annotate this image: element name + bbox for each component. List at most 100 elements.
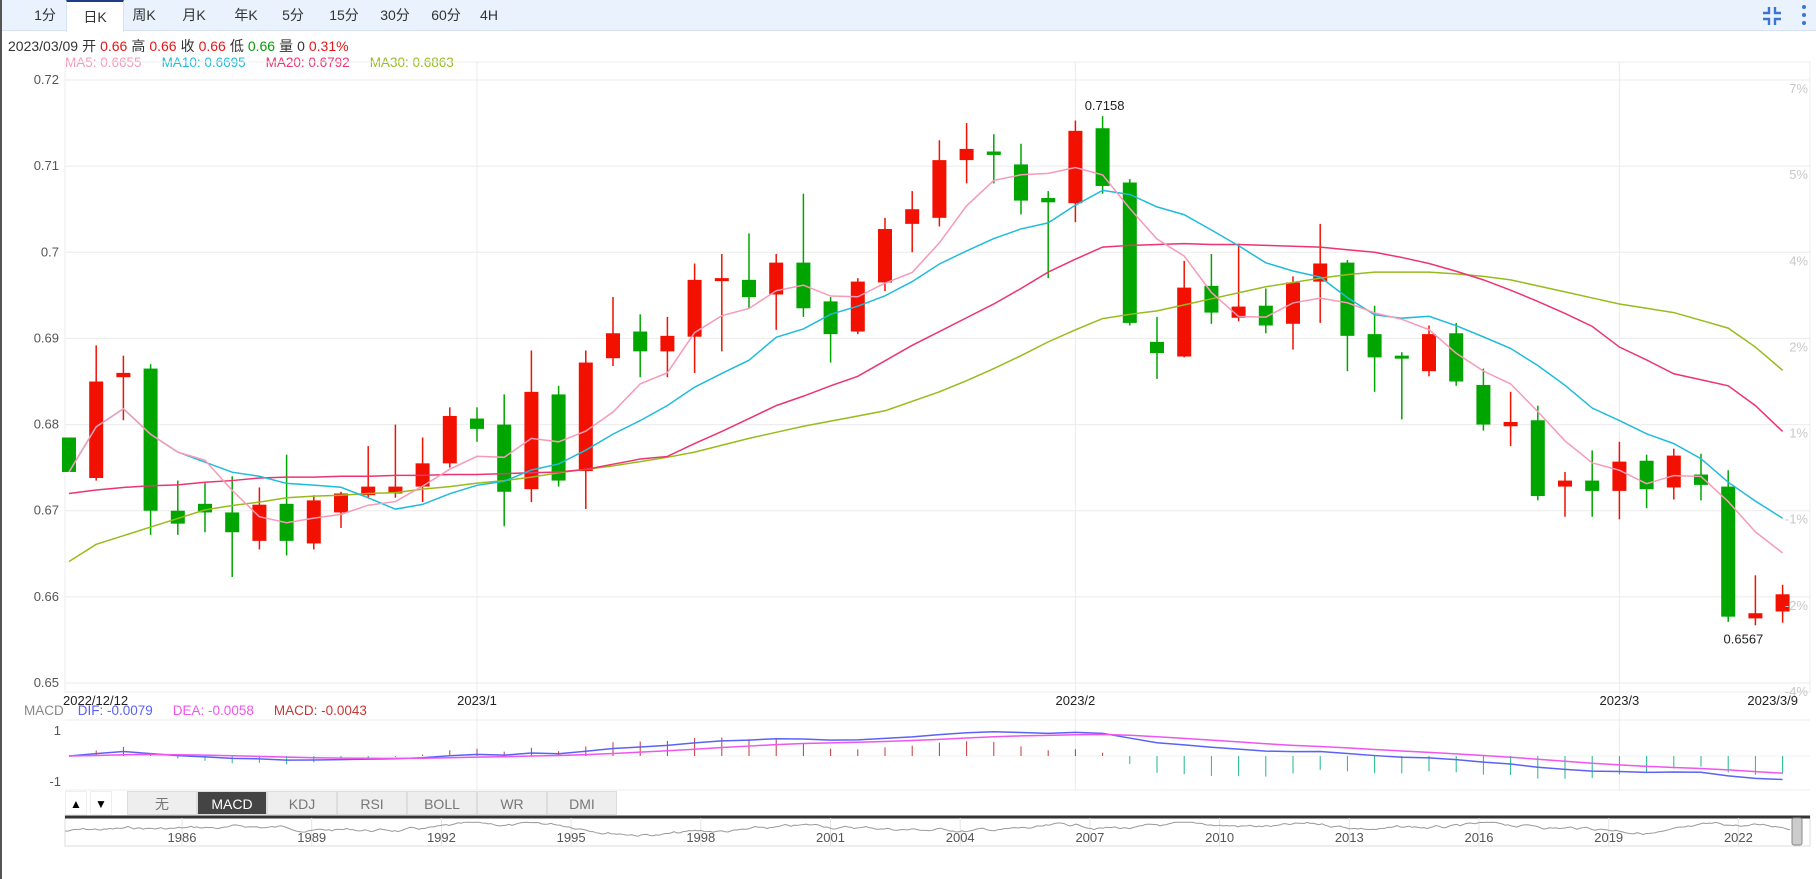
tab-2[interactable]: 周K — [132, 7, 156, 23]
navigator-handle[interactable] — [1791, 817, 1803, 846]
move-down-button[interactable]: ▼ — [90, 791, 112, 815]
candle[interactable] — [1748, 575, 1763, 626]
candle[interactable] — [1095, 116, 1110, 194]
candle[interactable] — [986, 134, 1001, 184]
candle[interactable] — [1258, 288, 1273, 334]
candle-body — [1394, 355, 1409, 359]
indicator-tab-无[interactable]: 无 — [127, 791, 197, 815]
tab-1[interactable]: 日K — [66, 0, 124, 32]
candle[interactable] — [198, 483, 212, 533]
candle[interactable] — [796, 193, 811, 317]
candle[interactable] — [1177, 260, 1192, 358]
candle[interactable] — [769, 254, 784, 330]
candle[interactable] — [1122, 179, 1137, 326]
candle[interactable] — [878, 217, 892, 292]
candle[interactable] — [1313, 223, 1328, 323]
candle[interactable] — [1449, 322, 1464, 386]
tab-8[interactable]: 60分 — [431, 7, 461, 23]
candle[interactable] — [1530, 405, 1545, 501]
candle[interactable] — [1476, 368, 1491, 431]
candle[interactable] — [361, 446, 376, 498]
candle[interactable] — [1775, 584, 1790, 623]
indicator-tab-rsi[interactable]: RSI — [337, 791, 407, 815]
candle[interactable] — [388, 424, 403, 498]
candle[interactable] — [606, 297, 620, 366]
dea-value: DEA: -0.0058 — [172, 703, 254, 718]
tab-3[interactable]: 月K — [182, 7, 206, 23]
candle[interactable] — [1394, 352, 1409, 420]
navigator-year-label: 1995 — [557, 830, 586, 845]
candle[interactable] — [306, 495, 321, 550]
candle[interactable] — [1558, 471, 1572, 517]
candle[interactable] — [714, 254, 729, 352]
navigator-year-label: 1989 — [297, 830, 326, 845]
move-up-button[interactable]: ▲ — [65, 791, 87, 815]
candle-body — [1340, 262, 1355, 336]
candle[interactable] — [1150, 316, 1164, 379]
candle[interactable] — [470, 407, 484, 442]
navigator-year-label: 1986 — [168, 830, 197, 845]
indicator-tab-kdj[interactable]: KDJ — [267, 791, 337, 815]
candle-body — [198, 503, 212, 513]
candle[interactable] — [442, 407, 457, 468]
tab-7[interactable]: 30分 — [380, 7, 410, 23]
candle[interactable] — [143, 364, 158, 535]
candle[interactable] — [1721, 470, 1736, 622]
candle-body — [143, 368, 158, 511]
candle[interactable] — [932, 140, 947, 227]
candle[interactable] — [524, 350, 539, 503]
low-annotation: 0.6567 — [1724, 631, 1764, 646]
compress-icon[interactable] — [1762, 6, 1782, 26]
candle[interactable] — [578, 350, 593, 509]
tab-9[interactable]: 4H — [480, 7, 498, 23]
candle[interactable] — [89, 345, 104, 481]
y-tick-label: 0.68 — [34, 417, 59, 432]
indicator-tab-dmi[interactable]: DMI — [547, 791, 617, 815]
candle-body — [1449, 333, 1464, 382]
candle[interactable] — [1422, 325, 1436, 377]
indicator-tab-wr[interactable]: WR — [477, 791, 547, 815]
candle[interactable] — [1068, 120, 1083, 223]
candle[interactable] — [1231, 243, 1246, 322]
more-vertical-icon[interactable] — [1798, 4, 1810, 26]
candle[interactable] — [633, 314, 648, 378]
candle[interactable] — [279, 454, 294, 556]
candle[interactable] — [660, 316, 675, 378]
candle[interactable] — [415, 437, 430, 503]
indicator-tab-macd[interactable]: MACD — [197, 791, 267, 815]
candle[interactable] — [1041, 191, 1056, 279]
candle[interactable] — [170, 480, 185, 535]
candle[interactable] — [1367, 305, 1382, 392]
navigator[interactable] — [64, 815, 1811, 847]
indicator-tab-boll[interactable]: BOLL — [407, 791, 477, 815]
candle[interactable] — [116, 355, 131, 421]
candle[interactable] — [1503, 391, 1518, 447]
candle-body — [225, 512, 240, 533]
candle[interactable] — [551, 385, 566, 487]
tab-4[interactable]: 年K — [234, 7, 258, 23]
candle[interactable] — [225, 476, 240, 578]
candle[interactable] — [1014, 143, 1028, 215]
candle[interactable] — [687, 263, 702, 373]
tab-6[interactable]: 15分 — [329, 7, 359, 23]
tab-0[interactable]: 1分 — [34, 7, 56, 23]
candle[interactable] — [62, 437, 76, 472]
tab-5[interactable]: 5分 — [282, 7, 304, 23]
navigator-year-label: 2019 — [1594, 830, 1623, 845]
candle[interactable] — [497, 394, 512, 527]
candle[interactable] — [1612, 441, 1627, 520]
high-value: 0.66 — [149, 38, 177, 54]
candle[interactable] — [334, 491, 348, 528]
candle[interactable] — [823, 297, 838, 363]
candle[interactable] — [959, 123, 974, 184]
candle[interactable] — [742, 233, 756, 309]
macd-legend: MACD DIF: -0.0079 DEA: -0.0058 MACD: -0.004… — [24, 703, 381, 718]
candle[interactable] — [1340, 260, 1355, 372]
candle[interactable] — [1585, 450, 1600, 517]
candle[interactable] — [1204, 254, 1219, 324]
candle[interactable] — [1666, 448, 1681, 500]
candle[interactable] — [905, 191, 920, 253]
candle-body — [62, 437, 76, 472]
navigator-year-label: 2022 — [1724, 830, 1753, 845]
